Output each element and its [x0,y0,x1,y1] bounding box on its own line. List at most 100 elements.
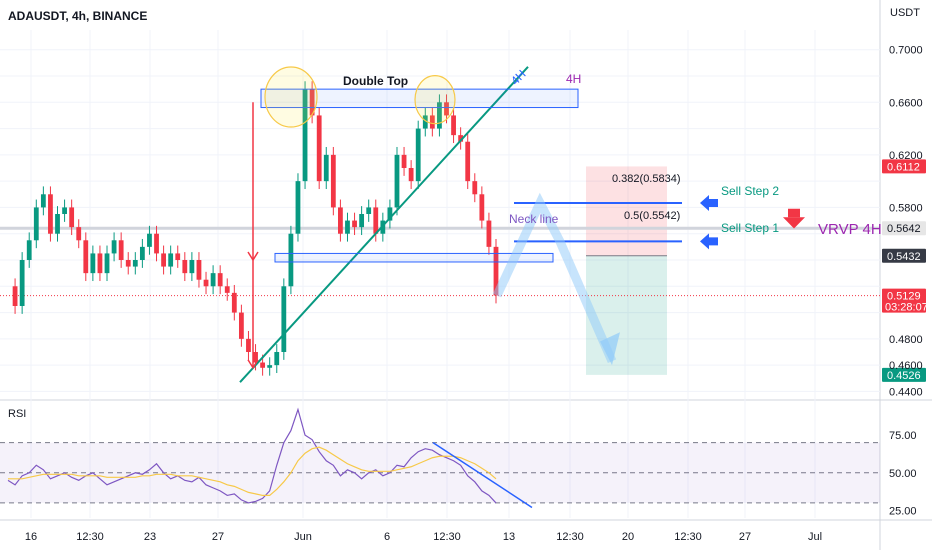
rsi-trendline[interactable] [432,442,533,509]
candle-body [104,253,110,274]
top-1-circle[interactable] [264,66,318,128]
candle-body [267,365,273,368]
candle-body [111,240,117,254]
candle-body [330,154,336,208]
candle-body [62,207,67,214]
candle-body [345,220,350,234]
candle-body [125,260,131,267]
candle-body [366,207,372,214]
candle-body [48,194,53,234]
candle-body [69,207,75,228]
sell-step-1-label: Sell Step 1 [721,221,779,235]
candle-body [231,292,237,313]
x-tick-label: 12:30 [556,531,584,543]
price-label-box [882,367,926,382]
x-tick-label: 13 [503,531,515,543]
candle-body [97,253,103,274]
currency-label: USDT [890,7,920,19]
y-tick-label: 0.4600 [889,360,923,372]
price-label-text: 0.6112 [887,161,920,173]
price-label-box [882,221,926,236]
sell-step-1-arrow-icon [700,233,718,250]
candle-body [451,115,456,136]
candle-body [238,312,244,339]
price-label-text: 0.5642 [887,223,921,235]
y-tick-label: 0.6200 [889,150,923,162]
candle-body [429,115,435,129]
red-down-arrow-icon [783,217,805,229]
x-tick-label: 6 [384,531,390,543]
sell-step-2-label: Sell Step 2 [721,184,779,198]
candle-body [472,181,478,195]
x-tick-label: 12:30 [674,531,702,543]
projected-path-arrow [492,192,617,363]
candle-body [203,279,209,287]
x-tick-label: 12:30 [433,531,461,543]
candle-body [415,128,421,182]
candle-body [90,253,96,274]
candle-body [154,233,159,254]
candle-body [253,352,258,363]
projected-arrow-head [600,332,620,366]
x-tick-label: Jul [808,531,822,543]
sell-step-2-arrow-icon [700,194,718,211]
candle-body [182,260,188,274]
x-tick-label: 16 [25,531,37,543]
candle-body [437,102,442,129]
candle-body [458,135,464,142]
candle-body [444,102,449,116]
candle-body [323,154,329,182]
tf-label-purple: 4H [566,72,581,86]
candle-body [309,89,315,116]
candle-body [260,362,266,368]
price-label-box [882,159,926,174]
take-profit-zone [586,255,667,375]
candle-body [281,286,287,352]
red-down-arrow-shaft [788,208,800,218]
candle-body [40,194,46,208]
candle-body [486,220,492,247]
x-tick-label: 20 [622,531,634,543]
chart-title: ADAUSDT, 4h, BINANCE [8,9,147,23]
candle-body [493,246,499,296]
candle-body [118,240,124,260]
double-top-zone[interactable] [260,88,579,109]
candle-body [479,194,485,221]
rsi-title: RSI [8,408,26,420]
candle-body [302,89,308,182]
candle-body [246,338,251,352]
y-tick-label: 0.7000 [889,45,923,57]
candle-body [161,253,166,267]
price-label-text: 0.5432 [887,251,921,263]
red-arrow-head-mid [247,251,259,262]
candle-body [359,214,365,228]
candle-body [217,273,223,287]
top-2-circle[interactable] [414,75,456,125]
neck-line-zone[interactable] [274,252,554,263]
candle-body [401,154,407,168]
countdown-text: 03:28:07 [885,302,928,314]
rsi-tick-label: 25.00 [889,505,917,517]
x-tick-label: 12:30 [76,531,104,543]
y-tick-label: 0.6600 [889,97,923,109]
candle-body [288,233,294,287]
x-tick-label: Jun [294,531,312,543]
trendline-support[interactable] [239,66,529,383]
candle-body [352,220,357,228]
y-tick-label: 0.4400 [889,386,923,398]
candle-body [168,253,174,267]
candle-body [295,181,301,234]
candle-body [33,207,39,241]
x-tick-label: 27 [739,531,751,543]
red-arrow-head-bottom [247,359,259,370]
y-tick-label: 0.5800 [889,202,923,214]
price-label-box [882,288,926,313]
candle-body [422,115,428,129]
candle-body [394,154,400,208]
candle-body [465,141,471,182]
double-top-label: Double Top [343,74,408,88]
candle-body [26,240,32,260]
candle-body [19,260,25,306]
